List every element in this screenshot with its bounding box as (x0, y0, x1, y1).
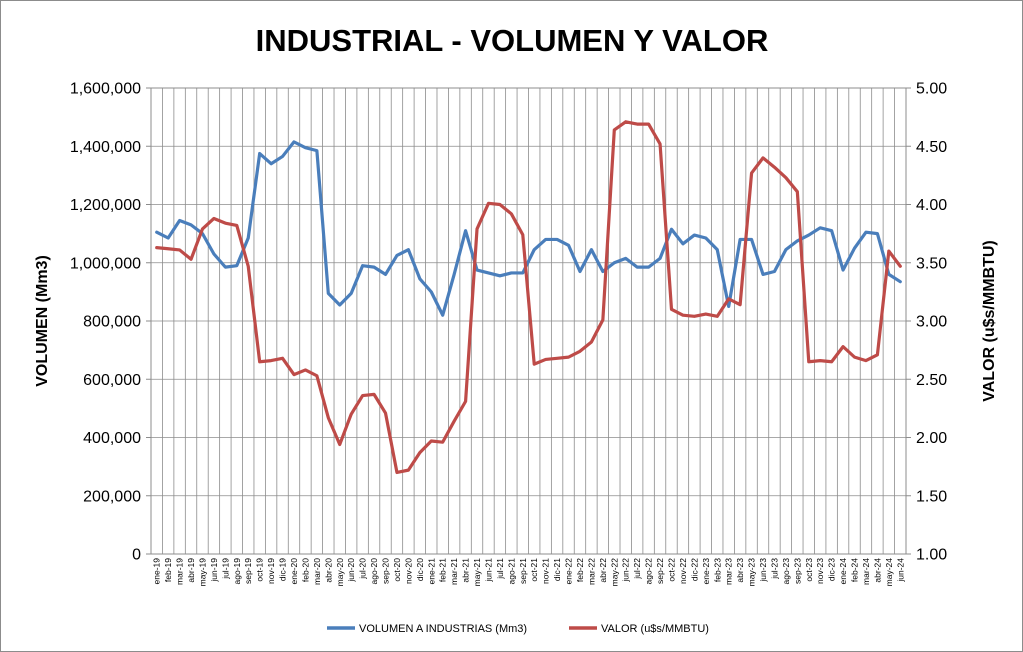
x-tick-label: oct-22 (666, 558, 676, 582)
x-tick-label: abr-22 (598, 558, 608, 583)
grid-layer (150, 87, 907, 555)
y-tick-label-left: 1,200,000 (70, 197, 141, 214)
x-tick-label: abr-23 (735, 558, 745, 583)
y-tick-label-left: 0 (132, 547, 141, 564)
y-tick-label-left: 600,000 (83, 372, 141, 389)
x-tick-label: jul-23 (769, 558, 779, 580)
x-tick-label: feb-20 (300, 558, 310, 582)
x-tick-label: dic-23 (827, 558, 837, 581)
y-tick-label-right: 1.50 (916, 488, 947, 505)
x-tick-label: dic-20 (415, 558, 425, 581)
x-tick-label: nov-19 (266, 558, 276, 584)
y-tick-label-right: 5.00 (916, 81, 947, 98)
legend: VOLUMEN A INDUSTRIAS (Mm3) VALOR (u$s/MM… (327, 623, 709, 635)
x-tick-label: may-23 (747, 558, 757, 587)
x-tick-label: feb-19 (163, 558, 173, 582)
x-tick-label: feb-22 (575, 558, 585, 582)
y-tick-label-right: 4.00 (916, 197, 947, 214)
y-axis-left: 0 200,000 400,000 600,000 800,000 1,000,000 1,… (70, 81, 151, 564)
y-tick-label-right: 4.50 (916, 139, 947, 156)
x-tick-label: sep-22 (655, 558, 665, 584)
x-tick-label: mar-23 (724, 558, 734, 585)
x-tick-label: nov-22 (678, 558, 688, 584)
y-tick-label-right: 1.00 (916, 547, 947, 564)
x-tick-label: feb-23 (712, 558, 722, 582)
y-tick-label-right: 2.00 (916, 430, 947, 447)
y-axis-right: 1.00 1.50 2.00 2.50 3.00 3.50 4.00 4.50 5.00 (906, 81, 947, 564)
x-tick-label: sep-19 (243, 558, 253, 584)
x-tick-label: jul-19 (220, 558, 230, 580)
x-tick-label: jun-23 (758, 558, 768, 583)
x-tick-label: abr-21 (461, 558, 471, 583)
y-tick-label-right: 2.50 (916, 372, 947, 389)
x-tick-label: mar-24 (861, 558, 871, 585)
y-tick-label-left: 1,400,000 (70, 139, 141, 156)
y-tick-label-left: 200,000 (83, 488, 141, 505)
x-tick-label: mar-19 (175, 558, 185, 585)
legend-label-volumen: VOLUMEN A INDUSTRIAS (Mm3) (359, 623, 527, 635)
x-tick-label: jul-22 (632, 558, 642, 580)
x-tick-label: jun-24 (895, 558, 905, 583)
x-tick-label: ene-22 (564, 558, 574, 585)
x-tick-label: ene-19 (152, 558, 162, 585)
x-tick-label: ago-22 (644, 558, 654, 585)
x-tick-label: ago-19 (232, 558, 242, 585)
x-tick-label: may-21 (472, 558, 482, 587)
x-tick-label: may-24 (884, 558, 894, 587)
y-tick-label-left: 1,000,000 (70, 255, 141, 272)
x-tick-label: may-22 (609, 558, 619, 587)
x-tick-label: oct-19 (255, 558, 265, 582)
y-axis-title-right: VALOR (u$s/MMBTU) (981, 240, 998, 401)
y-tick-label-left: 400,000 (83, 430, 141, 447)
x-tick-label: ago-23 (781, 558, 791, 585)
x-tick-label: nov-23 (815, 558, 825, 584)
x-tick-label: may-19 (197, 558, 207, 587)
series-line-volumen (155, 140, 902, 317)
x-tick-label: nov-20 (403, 558, 413, 584)
x-tick-label: feb-24 (850, 558, 860, 582)
x-tick-label: dic-22 (689, 558, 699, 581)
x-tick-label: ago-21 (506, 558, 516, 585)
x-tick-label: feb-21 (438, 558, 448, 582)
series-layer (155, 120, 902, 475)
x-tick-label: dic-19 (278, 558, 288, 581)
x-tick-label: oct-20 (392, 558, 402, 582)
x-tick-label: oct-21 (529, 558, 539, 582)
x-tick-label: nov-21 (541, 558, 551, 584)
x-tick-label: oct-23 (804, 558, 814, 582)
x-tick-label: jun-21 (483, 558, 493, 583)
x-tick-label: jun-22 (621, 558, 631, 583)
chart-title: INDUSTRIAL - VOLUMEN Y VALOR (256, 23, 769, 58)
x-tick-label: jul-21 (495, 558, 505, 580)
x-axis: ene-19 feb-19 mar-19 abr-19 may-19 jun-19 jul-… (152, 558, 906, 587)
y-tick-label-right: 3.00 (916, 314, 947, 331)
x-tick-label: ago-20 (369, 558, 379, 585)
x-tick-label: dic-21 (552, 558, 562, 581)
x-tick-label: sep-21 (518, 558, 528, 584)
y-tick-label-right: 3.50 (916, 255, 947, 272)
x-tick-label: abr-19 (186, 558, 196, 583)
x-tick-label: sep-23 (792, 558, 802, 584)
y-tick-label-left: 800,000 (83, 314, 141, 331)
y-axis-title-left: VOLUMEN (Mm3) (34, 255, 51, 387)
x-tick-label: ene-23 (701, 558, 711, 585)
x-tick-label: abr-20 (323, 558, 333, 583)
x-tick-label: sep-20 (381, 558, 391, 584)
x-tick-label: mar-21 (449, 558, 459, 585)
x-tick-label: ene-24 (838, 558, 848, 585)
x-tick-label: mar-20 (312, 558, 322, 585)
x-tick-label: mar-22 (586, 558, 596, 585)
x-tick-label: ene-21 (426, 558, 436, 585)
series-line-valor (155, 120, 902, 475)
legend-label-valor: VALOR (u$s/MMBTU) (601, 623, 709, 635)
x-tick-label: may-20 (335, 558, 345, 587)
x-tick-label: jun-19 (209, 558, 219, 583)
x-tick-label: ene-20 (289, 558, 299, 585)
x-tick-label: abr-24 (872, 558, 882, 583)
x-tick-label: jun-20 (346, 558, 356, 583)
x-tick-label: jul-20 (358, 558, 368, 580)
y-tick-label-left: 1,600,000 (70, 81, 141, 98)
